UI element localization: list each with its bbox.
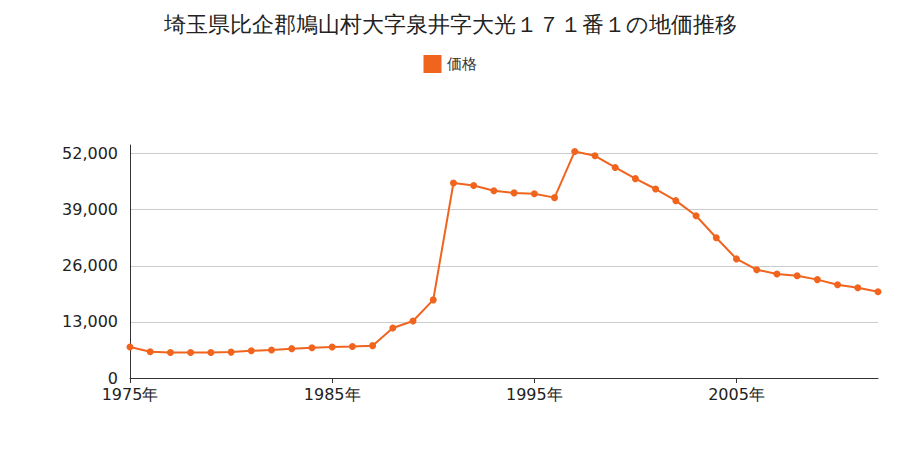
svg-text:0: 0 (107, 368, 118, 388)
svg-text:13,000: 13,000 (62, 312, 118, 331)
svg-text:価格: 価格 (447, 55, 477, 73)
svg-text:2005年: 2005年 (708, 385, 765, 404)
svg-text:1975年: 1975年 (102, 385, 159, 404)
svg-text:埼玉県比企郡鳩山村大字泉井字大光１７１番１の地価推移: 埼玉県比企郡鳩山村大字泉井字大光１７１番１の地価推移 (163, 12, 737, 37)
svg-text:52,000: 52,000 (62, 144, 118, 163)
svg-text:1985年: 1985年 (304, 385, 361, 404)
svg-text:39,000: 39,000 (62, 200, 118, 219)
svg-text:26,000: 26,000 (62, 256, 118, 275)
svg-text:1995年: 1995年 (506, 385, 563, 404)
